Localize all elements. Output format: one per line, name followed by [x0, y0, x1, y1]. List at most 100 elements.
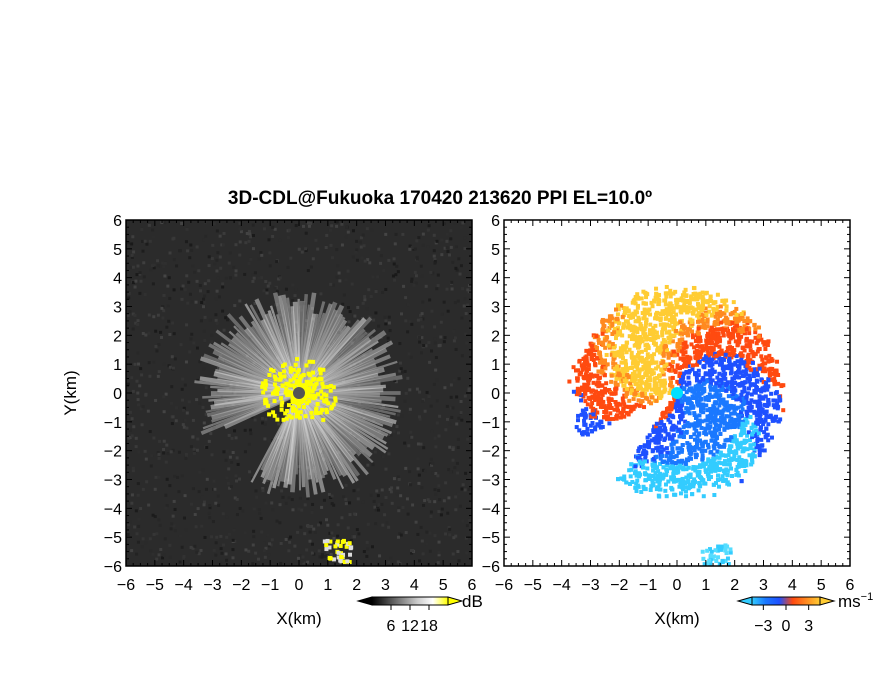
- snr-strong-echo-cell: [266, 403, 271, 408]
- snr-strong-echo-cell: [321, 384, 326, 389]
- velocity-echo-field: [567, 284, 786, 567]
- colorbar-bar: [751, 596, 821, 606]
- velocity-isolated-echo-cell: [705, 548, 710, 553]
- velocity-isolated-echo-cell: [713, 548, 718, 553]
- snr-strong-echo-cell: [283, 390, 288, 395]
- velocity-isolated-echo-cell: [705, 561, 710, 566]
- snr-strong-echo-cell: [311, 359, 316, 364]
- x-tick-label: 4: [410, 577, 419, 594]
- x-tick-label: 6: [846, 577, 855, 594]
- snr-isolated-echo-cell: [341, 539, 346, 544]
- snr-strong-echo-cell: [289, 415, 294, 420]
- snr-strong-echo-cell: [285, 392, 290, 397]
- snr-strong-echo-cell: [322, 399, 327, 404]
- velocity-panel-frame: [503, 219, 851, 567]
- snr-strong-echo-cell: [324, 407, 329, 412]
- snr-strong-echo-cell: [261, 390, 266, 395]
- colorbar-tick-label: −3: [754, 618, 772, 635]
- velocity-panel: [503, 219, 851, 567]
- snr-isolated-echo-cell: [349, 545, 354, 550]
- snr-strong-echo-cell: [328, 388, 333, 393]
- snr-strong-echo-cell: [308, 382, 313, 387]
- snr-strong-echo-cell: [331, 402, 336, 407]
- snr-strong-echo-cell: [285, 408, 290, 413]
- velocity-isolated-echo-cell: [716, 544, 721, 549]
- tick-labels: −6 −5 −4 −3 −2 −1 0 1 2 3 4 5 6 −6 −5 −4 −3 −2 −1 0 1 2 3 4 5 6 −6…: [104, 213, 855, 594]
- colorbar-tick-label: 3: [804, 618, 813, 635]
- snr-isolated-echo-cell: [327, 545, 332, 550]
- y-tick-label: −3: [104, 473, 122, 490]
- velocity-isolated-echo-cell: [708, 553, 713, 558]
- snr-strong-echo-cell: [263, 397, 268, 402]
- y-tick-label: 6: [491, 213, 500, 230]
- snr-isolated-echo-cell: [347, 560, 352, 565]
- snr-isolated-echo-cell: [342, 560, 347, 565]
- snr-strong-echo-cell: [306, 380, 311, 385]
- snr-echo-field: [126, 220, 472, 566]
- y-tick-label: 0: [491, 386, 500, 403]
- velocity-colorbar-unit-exponent: −1: [861, 591, 874, 603]
- x-tick-label: −4: [553, 577, 571, 594]
- snr-strong-echo-cell: [320, 381, 325, 386]
- snr-isolated-echo-cell: [348, 552, 353, 557]
- x-tick-label: −1: [261, 577, 279, 594]
- snr-strong-echo-cell: [313, 383, 318, 388]
- snr-strong-echo-cell: [293, 362, 298, 367]
- velocity-isolated-echo-cell: [702, 562, 707, 567]
- velocity-isolated-echo-cell: [701, 556, 706, 561]
- snr-isolated-echo-cell: [341, 552, 346, 557]
- snr-strong-echo-cell: [317, 367, 322, 372]
- snr-strong-echo-cell: [315, 401, 320, 406]
- snr-strong-echo-cell: [271, 410, 276, 415]
- x-tick-label: 1: [323, 577, 332, 594]
- snr-strong-echo-cell: [282, 374, 287, 379]
- snr-strong-echo-cell: [304, 392, 309, 397]
- snr-strong-echo-cell: [260, 384, 265, 389]
- velocity-isolated-echo-cell: [719, 544, 724, 549]
- snr-isolated-echo-cell: [328, 539, 333, 544]
- velocity-colorbar-unit: ms−1: [838, 591, 873, 611]
- snr-strong-echo-cell: [301, 373, 306, 378]
- snr-strong-echo-cell: [319, 377, 324, 382]
- snr-isolated-echo-cell: [324, 547, 329, 552]
- snr-strong-echo-cell: [273, 388, 278, 393]
- snr-isolated-echo-cell: [339, 559, 344, 564]
- snr-colorbar-unit: dB: [462, 592, 483, 611]
- snr-strong-echo-cell: [294, 381, 299, 386]
- snr-isolated-echo-cell: [324, 543, 329, 548]
- x-tick-label: −3: [581, 577, 599, 594]
- snr-isolated-echo-cell: [322, 539, 327, 544]
- snr-strong-echo-cell: [320, 408, 325, 413]
- colorbar-high-arrow: [447, 596, 464, 606]
- snr-strong-echo-cell: [311, 370, 316, 375]
- snr-strong-echo-cell: [333, 398, 338, 403]
- y-tick-label: 3: [113, 300, 122, 317]
- velocity-isolated-echo-cell: [708, 547, 713, 552]
- snr-strong-echo-cell: [264, 382, 269, 387]
- x-tick-label: −1: [639, 577, 657, 594]
- y-tick-label: 4: [113, 271, 122, 288]
- snr-strong-echo-cell: [272, 413, 277, 418]
- snr-strong-echo-cell: [294, 414, 299, 419]
- snr-strong-echo-cell: [324, 393, 329, 398]
- snr-strong-echo-cell: [325, 384, 330, 389]
- x-tick-label: 4: [788, 577, 797, 594]
- snr-strong-echo-cell: [282, 362, 287, 367]
- y-tick-label: −4: [482, 501, 500, 518]
- x-tick-label: −2: [232, 577, 250, 594]
- y-tick-label: 4: [491, 271, 500, 288]
- velocity-isolated-echo-cell: [715, 548, 720, 553]
- snr-strong-echo-cell: [316, 377, 321, 382]
- snr-isolated-echo-cell: [331, 557, 336, 562]
- snr-strong-echo-cell: [315, 392, 320, 397]
- velocity-x-axis-label: X(km): [654, 609, 699, 628]
- snr-strong-echo-cell: [288, 378, 293, 383]
- snr-panel: [125, 219, 473, 567]
- snr-strong-echo-cell: [267, 412, 272, 417]
- snr-strong-echo-cell: [291, 367, 296, 372]
- snr-strong-echo-cell: [309, 410, 314, 415]
- y-tick-label: 5: [113, 242, 122, 259]
- x-tick-label: 2: [730, 577, 739, 594]
- snr-strong-echo-cell: [310, 377, 315, 382]
- velocity-isolated-echo-cell: [711, 554, 716, 559]
